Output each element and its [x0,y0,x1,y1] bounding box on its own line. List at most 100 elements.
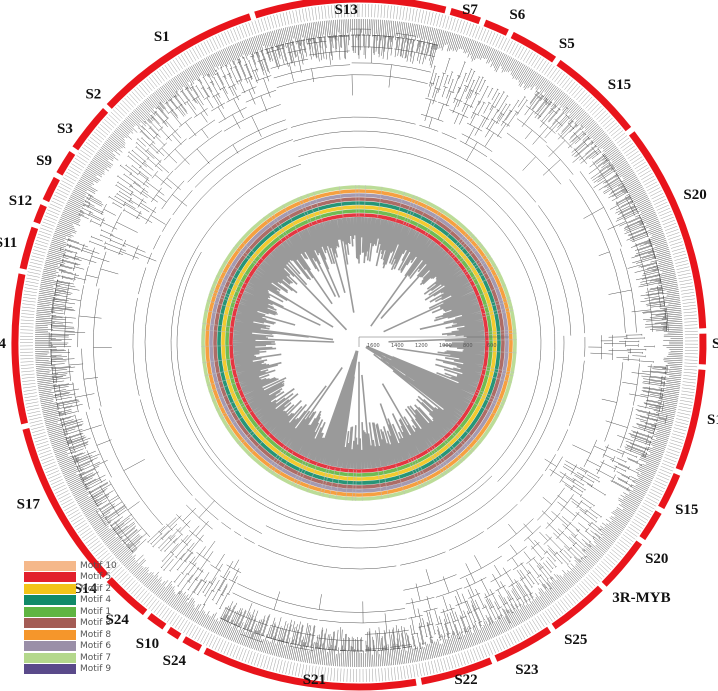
legend-item: Motif 6 [24,641,164,653]
subfamily-label: S13 [335,2,358,18]
legend-item: Motif 5 [24,572,164,584]
subfamily-arc [106,13,252,109]
legend-label: Motif 3 [80,618,112,629]
subfamily-label: S24 [163,653,187,669]
subfamily-label: S7 [462,2,478,18]
scale-tick-label: 800 [463,343,473,349]
subfamily-arc [628,131,707,329]
legend-label: Motif 2 [80,583,112,594]
legend-label: Motif 1 [80,606,112,617]
subfamily-label: S20 [683,187,706,203]
subfamily-label: S12 [9,193,32,209]
protein-length-bars [232,216,486,470]
subfamily-label: S17 [17,496,41,512]
legend-label: Motif 6 [80,641,112,652]
subfamily-arc [658,473,681,510]
legend-label: Motif 8 [80,629,112,640]
scale-tick-label: 1400 [391,343,404,349]
length-scale-axis: 1600 1400 1200 1000 800 600 [358,336,509,349]
subfamily-label: S18 [707,412,718,428]
subfamily-arc [601,540,643,587]
subfamily-arc [33,204,47,225]
phylogenetic-tree [19,3,699,683]
subfamily-arc [19,226,39,270]
legend-item: Motif 9 [24,664,164,676]
subfamily-arc [42,176,60,203]
legend-swatch [24,641,76,652]
legend-swatch [24,664,76,675]
motif-gaps [200,184,518,502]
legend-swatch [24,560,76,571]
subfamily-label: S23 [515,662,538,678]
subfamily-label: S2 [85,86,101,102]
subfamily-arc [22,427,109,578]
subfamily-label: S21 [303,672,326,688]
subfamily-label: S24 [106,612,130,628]
subfamily-label: S15 [675,502,698,518]
subfamily-arc [449,8,481,25]
legend-item: Motif 2 [24,583,164,595]
subfamily-label: 3R-MYB [612,590,670,606]
subfamily-arc [203,647,417,691]
legend-swatch [24,572,76,583]
legend-swatch [24,618,76,629]
subfamily-arc [11,273,28,425]
scale-tick-label: 1000 [439,343,452,349]
legend-swatch [24,595,76,606]
subfamily-arc [494,626,552,662]
legend-item: Motif 10 [24,560,164,572]
scale-tick-label: 1200 [415,343,428,349]
legend-swatch [24,652,76,663]
subfamily-arc [556,59,632,132]
subfamily-arc [56,150,76,176]
subfamily-arc [698,333,707,365]
legend-item: Motif 4 [24,595,164,607]
subfamily-label: S15 [608,77,631,93]
legend-swatch [24,629,76,640]
subfamily-label: S22 [454,672,477,688]
leaf-labels [19,3,699,683]
subfamily-label: S3 [57,121,73,137]
subfamily-arc [639,510,662,541]
scale-tick-label: 1600 [367,343,380,349]
legend-label: Motif 7 [80,652,112,663]
subfamily-arc [675,369,706,471]
legend-swatch [24,606,76,617]
motif-legend: Motif 10 Motif 5 Motif 2 Motif 4 Motif 1 Moti… [24,560,164,675]
legend-item: Motif 8 [24,629,164,641]
subfamily-label: S9 [36,153,52,169]
legend-item: Motif 7 [24,652,164,664]
subfamily-label: S14 [74,581,98,597]
legend-label: Motif 5 [80,572,112,583]
legend-swatch [24,583,76,594]
subfamily-arc [551,585,603,630]
legend-label: Motif 10 [80,560,117,571]
subfamily-label: S1 [154,29,170,45]
subfamily-arc [182,636,203,652]
legend-label: Motif 4 [80,595,112,606]
subfamily-arc [166,626,182,640]
subfamily-arc [106,577,148,616]
subfamily-label: S25 [564,632,587,648]
subfamily-label: S11 [0,235,17,251]
legend-label: Motif 9 [80,664,112,675]
legend-item: Motif 1 [24,606,164,618]
motif-rings [200,184,518,502]
subfamily-label: S10 [136,636,159,652]
subfamily-arc [510,31,557,63]
subfamily-label: S4 [0,336,6,352]
subfamily-label: S6 [509,7,525,23]
subfamily-arc [483,19,509,36]
legend-item: Motif 3 [24,618,164,630]
subfamily-label: S19 [712,336,718,352]
tree-branches [34,18,684,668]
subfamily-ring [11,0,707,691]
subfamily-arc [254,0,447,19]
length-bars [232,216,486,470]
subfamily-label: S5 [559,36,575,52]
subfamily-arc [147,612,167,630]
subfamily-arc [420,657,493,685]
subfamily-arc [72,108,109,151]
